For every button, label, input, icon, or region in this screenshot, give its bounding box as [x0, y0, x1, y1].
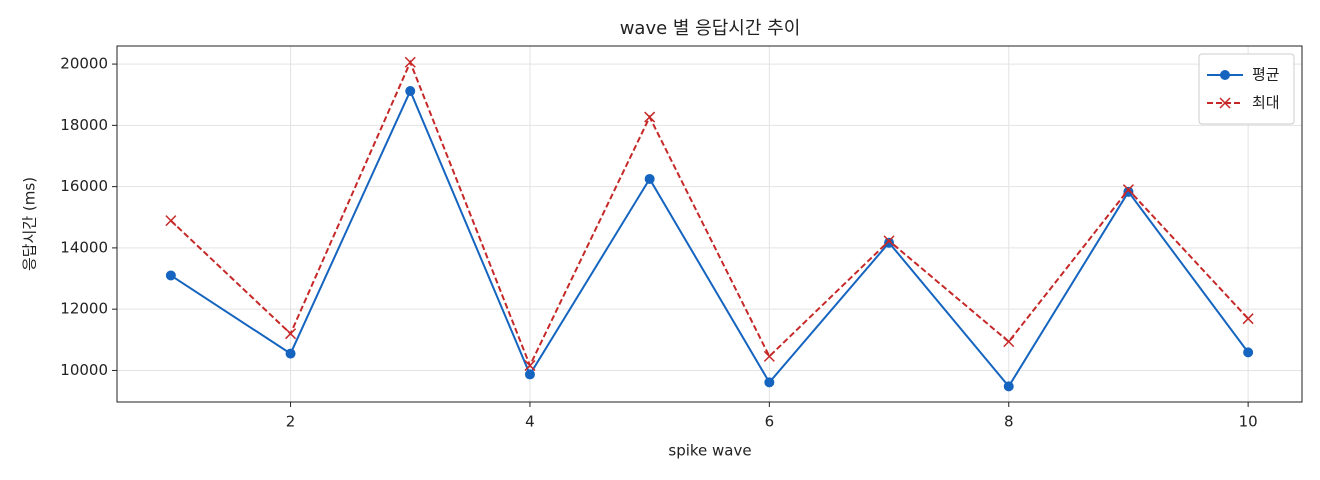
marker	[763, 350, 775, 362]
x-tick-label: 2	[286, 413, 296, 431]
marker	[285, 348, 296, 359]
legend-label: 최대	[1252, 94, 1280, 112]
marker	[1242, 313, 1254, 325]
marker	[1003, 336, 1015, 348]
legend-marker	[1219, 97, 1231, 109]
marker	[883, 235, 895, 247]
x-tick-label: 10	[1239, 413, 1258, 431]
x-tick-label: 4	[525, 413, 535, 431]
marker	[285, 328, 297, 340]
y-tick-label: 20000	[60, 55, 108, 73]
legend-marker	[1220, 70, 1230, 80]
marker	[764, 377, 775, 388]
marker	[524, 360, 536, 372]
y-tick-label: 14000	[60, 238, 108, 256]
marker	[165, 270, 176, 281]
y-tick-label: 18000	[60, 116, 108, 134]
legend-label: 평균	[1252, 66, 1280, 84]
x-axis-label: spike wave	[668, 442, 751, 460]
marker	[404, 56, 416, 68]
legend-box	[1198, 53, 1295, 125]
marker	[884, 237, 895, 248]
marker	[165, 215, 177, 227]
marker	[1243, 347, 1254, 358]
series-line	[170, 88, 1249, 389]
marker	[644, 173, 655, 184]
marker	[1003, 381, 1014, 392]
marker	[644, 111, 656, 123]
chart-title: wave 별 응답시간 추이	[620, 18, 801, 39]
marker	[405, 86, 416, 97]
plot-frame	[116, 45, 1303, 403]
x-tick-label: 8	[1004, 413, 1014, 431]
marker	[524, 369, 535, 380]
marker	[1122, 184, 1134, 196]
y-tick-label: 16000	[60, 177, 108, 195]
series-line	[170, 59, 1249, 369]
y-tick-label: 12000	[60, 300, 108, 318]
y-axis-label: 응답시간 (ms)	[21, 177, 39, 271]
y-tick-label: 10000	[60, 361, 108, 379]
x-tick-label: 6	[765, 413, 775, 431]
